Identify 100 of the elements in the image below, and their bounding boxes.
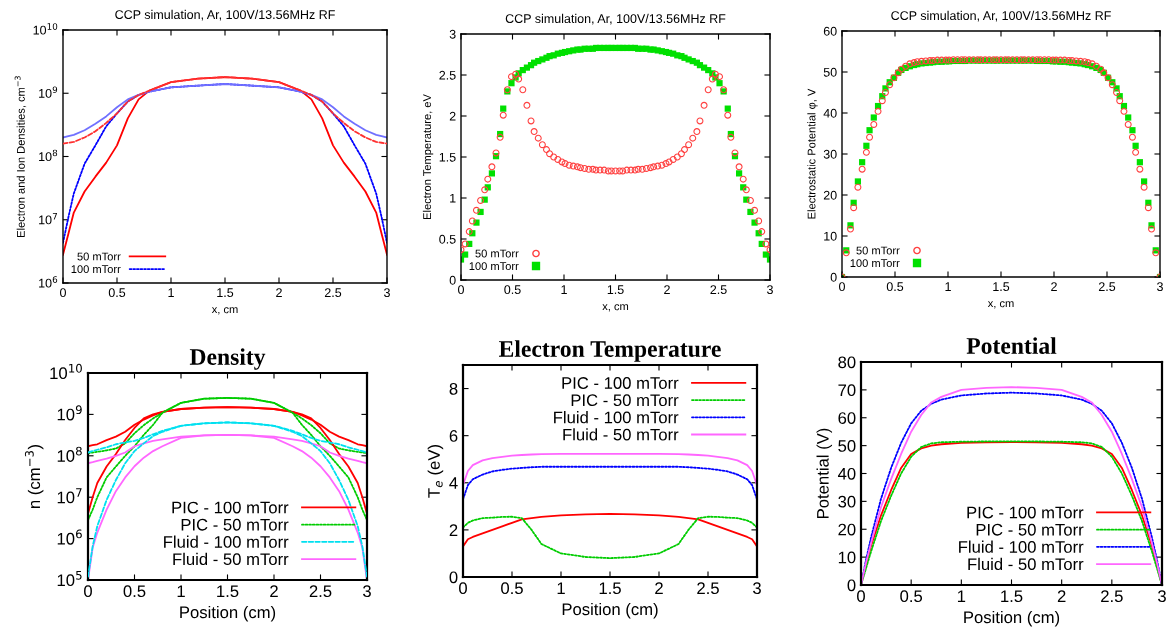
- y-tick-label: 10: [824, 231, 837, 241]
- y-tick-label: 0: [449, 571, 458, 584]
- x-tick-label: 0.5: [501, 582, 523, 595]
- chart-title: Density: [189, 348, 266, 370]
- chart-title: Electron Temperature: [499, 340, 721, 362]
- y-tick-label: 10$^{8}$: [57, 446, 82, 462]
- legend-label: Fluid - 100 mTorr: [164, 535, 289, 548]
- x-tick-label: 1.5: [607, 285, 624, 295]
- x-tick-label: 1: [945, 282, 951, 291]
- y-tick-label: 1.5: [439, 152, 456, 162]
- x-tick-label: 0.5: [886, 282, 904, 292]
- legend-label: 50 mTorr: [475, 249, 519, 258]
- x-tick-label: 0.5: [504, 285, 521, 295]
- y-tick-label: 40: [823, 108, 837, 118]
- x-axis-title: Position (cm): [180, 605, 276, 622]
- y-axis-title: Electron and Ion Densities, cm$^{−3}$: [14, 76, 27, 237]
- y-tick-label: 1: [450, 193, 456, 203]
- y-tick-label: 3: [449, 29, 456, 39]
- x-tick-label: 3: [384, 288, 390, 298]
- legend-label: PIC - 50 mTorr: [976, 523, 1084, 536]
- y-tick-label: 70: [838, 384, 856, 397]
- chart-title: CCP simulation, Ar, 100V/13.56MHz RF: [115, 9, 335, 21]
- y-axis-title: Potential (V): [816, 428, 833, 518]
- x-tick-label: 3: [1158, 590, 1166, 603]
- x-tick-label: 3: [363, 585, 371, 598]
- x-axis-title: x, cm: [211, 307, 238, 315]
- x-tick-label: 1: [177, 585, 185, 597]
- y-tick-label: 10$^{6}$: [57, 529, 82, 545]
- legend-label: PIC - 50 mTorr: [571, 394, 679, 407]
- x-tick-label: 1.5: [217, 585, 239, 598]
- x-tick-label: 1.5: [599, 582, 621, 595]
- x-tick-label: 1: [561, 285, 567, 294]
- legend-label: Fluid - 50 mTorr: [173, 552, 289, 566]
- x-tick-label: 1.5: [1001, 590, 1023, 603]
- x-tick-label: 2.5: [309, 585, 332, 598]
- x-axis-title: Position (cm): [562, 602, 658, 619]
- x-tick-label: 2: [1051, 282, 1057, 291]
- legend-label: Fluid - 100 mTorr: [554, 411, 679, 424]
- x-tick-label: 3: [753, 582, 761, 595]
- x-tick-label: 2: [1057, 590, 1066, 602]
- x-tick-label: 1.5: [993, 282, 1010, 292]
- legend-label: 50 mTorr: [856, 246, 900, 255]
- x-axis-title: x, cm: [987, 301, 1014, 309]
- x-tick-label: 2.5: [697, 582, 719, 595]
- y-tick-label: 10$^{6}$: [39, 276, 58, 288]
- y-tick-label: 10$^{9}$: [39, 86, 58, 98]
- x-tick-label: 2: [270, 585, 278, 597]
- y-tick-label: 10$^{5}$: [57, 571, 82, 587]
- x-tick-label: 0.5: [123, 585, 146, 598]
- legend-label: PIC - 100 mTorr: [562, 377, 679, 389]
- y-tick-label: 50: [838, 440, 856, 452]
- y-tick-label: 10$^{10}$: [50, 363, 82, 380]
- legend-label: PIC - 50 mTorr: [181, 518, 289, 531]
- x-tick-label: 2.5: [324, 288, 342, 298]
- y-tick-label: 2: [449, 111, 456, 121]
- legend-label: PIC - 100 mTorr: [967, 506, 1084, 519]
- x-tick-label: 2.5: [710, 285, 727, 295]
- x-tick-label: 1: [957, 590, 966, 602]
- y-axis-title: Electron Temperature, eV: [422, 94, 434, 219]
- y-tick-label: 10: [838, 551, 856, 564]
- y-tick-label: 2.5: [439, 70, 456, 80]
- x-tick-label: 2: [664, 285, 670, 294]
- legend-label: 100 mTorr: [71, 265, 121, 274]
- x-tick-label: 0.5: [108, 288, 126, 298]
- y-tick-label: 10$^{9}$: [57, 405, 82, 421]
- x-tick-label: 2: [276, 288, 282, 297]
- y-tick-label: 10$^{7}$: [39, 213, 57, 225]
- legend-label: PIC - 100 mTorr: [172, 501, 289, 514]
- legend-label: 100 mTorr: [850, 259, 900, 268]
- y-tick-label: 4: [449, 477, 458, 489]
- x-tick-label: 0: [84, 585, 92, 598]
- y-tick-label: 20: [823, 190, 837, 200]
- y-tick-label: 80: [838, 356, 856, 369]
- y-tick-label: 60: [838, 412, 856, 424]
- x-tick-label: 1: [557, 582, 565, 594]
- legend-label: 100 mTorr: [469, 262, 519, 271]
- legend-label: Fluid - 50 mTorr: [968, 557, 1084, 571]
- y-tick-label: 6: [449, 430, 458, 442]
- y-tick-label: 60: [823, 26, 837, 36]
- y-tick-label: 0.5: [439, 234, 456, 244]
- y-tick-label: 10$^{8}$: [39, 149, 58, 162]
- y-axis-title: n (cm$^{−3}$): [24, 445, 44, 508]
- y-axis-title: T$_{e}$ (eV): [427, 445, 444, 498]
- x-tick-label: 2.5: [1098, 282, 1116, 292]
- y-tick-label: 2: [449, 524, 458, 536]
- y-tick-label: 30: [838, 495, 856, 508]
- y-tick-label: 20: [838, 523, 856, 536]
- x-axis-title: Position (cm): [964, 610, 1060, 627]
- y-tick-label: 30: [823, 149, 837, 159]
- y-tick-label: 50: [823, 67, 837, 77]
- x-tick-label: 3: [1157, 282, 1163, 292]
- x-tick-label: 2: [655, 582, 663, 594]
- legend-label: Fluid - 100 mTorr: [959, 540, 1084, 553]
- x-axis-title: x, cm: [602, 304, 629, 312]
- legend-label: Fluid - 50 mTorr: [563, 428, 679, 441]
- y-tick-label: 10$^{7}$: [57, 488, 82, 504]
- y-axis-title: Electrostatic Potential φ, V: [807, 88, 818, 219]
- x-tick-label: 3: [767, 285, 773, 295]
- chart-title: CCP simulation, Ar, 100V/13.56MHz RF: [505, 13, 726, 25]
- y-tick-label: 8: [449, 382, 458, 395]
